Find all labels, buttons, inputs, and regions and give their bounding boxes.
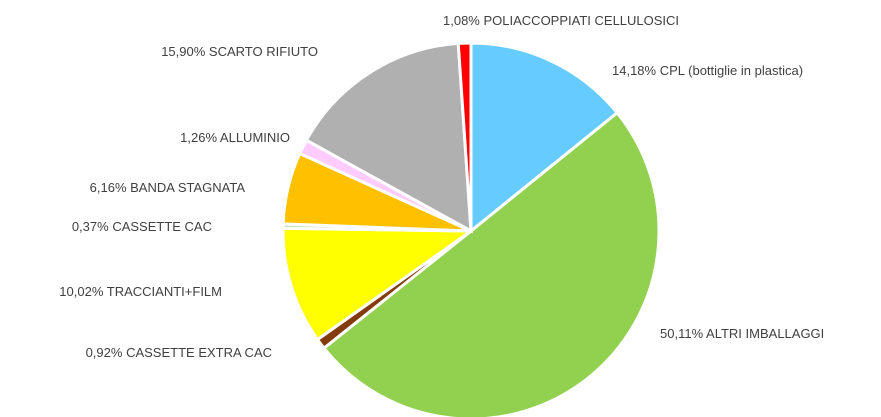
slice-value-label: 1,08% [443,13,480,28]
pie-slice [321,110,661,417]
slice-value-label: 0,37% [72,219,109,234]
slice-value-label: 50,11% [660,326,704,341]
slice-value-label: 10,02% [59,284,104,299]
slice-category-label: POLIACCOPPIATI CELLULOSICI [484,13,680,28]
slice-label: 0,92% CASSETTE EXTRA CAC [86,345,272,360]
slice-value-label: 0,92% [86,345,123,360]
slice-value-label: 6,16% [90,180,127,195]
slice-label: 14,18% CPL (bottiglie in plastica) [612,63,803,78]
slice-label: 50,11% ALTRI IMBALLAGGI [660,326,824,341]
slice-category-label: CASSETTE CAC [112,219,212,234]
slice-value-label: 1,26% [180,130,217,145]
slice-category-label: BANDA STAGNATA [130,180,245,195]
slice-label: 6,16% BANDA STAGNATA [90,180,246,195]
pie-slice [304,41,473,234]
slice-category-label: CASSETTE EXTRA CAC [126,345,272,360]
pie-slice [456,41,473,232]
slice-label: 10,02% TRACCIANTI+FILM [59,284,222,299]
slice-category-label: CPL (bottiglie in plastica) [660,63,803,78]
slice-category-label: ALTRI IMBALLAGGI [706,326,824,341]
slice-label: 1,08% POLIACCOPPIATI CELLULOSICI [443,13,679,28]
pie-slice [469,41,620,235]
pie-slice [281,226,476,342]
slice-value-label: 15,90% [161,44,206,59]
slice-category-label: TRACCIANTI+FILM [107,284,222,299]
slice-label: 0,37% CASSETTE CAC [72,219,212,234]
slice-category-label: ALLUMINIO [220,130,290,145]
slice-value-label: 14,18% [612,63,657,78]
slice-category-label: SCARTO RIFIUTO [209,44,318,59]
slice-label: 15,90% SCARTO RIFIUTO [161,44,318,59]
slice-label: 1,26% ALLUMINIO [180,130,290,145]
